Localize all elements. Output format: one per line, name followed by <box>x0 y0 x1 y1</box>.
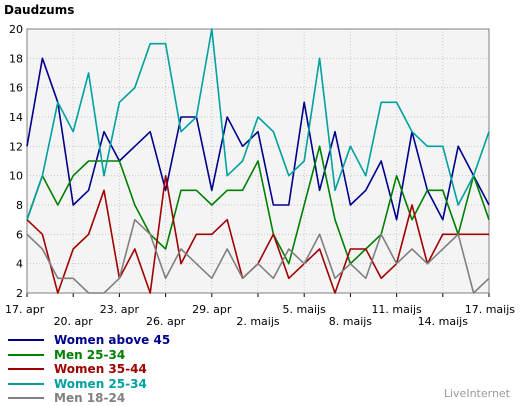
y-tick-label: 8 <box>16 199 23 212</box>
legend-swatch <box>8 368 44 371</box>
legend-swatch <box>8 397 44 400</box>
series-line-1 <box>26 145 490 265</box>
series-line-4 <box>26 218 490 294</box>
x-tick-label: 23. apr <box>100 303 140 316</box>
y-tick-label: 16 <box>9 82 23 95</box>
x-tick-label: 5. maijs <box>283 303 327 316</box>
legend-item: Men 25-34 <box>8 348 170 363</box>
legend: Women above 45 Men 25-34 Women 35-44 Wom… <box>8 333 170 406</box>
y-tick-label: 10 <box>9 170 23 183</box>
legend-label: Men 18-24 <box>54 391 126 406</box>
axes: 2 4 6 8 10 12 14 16 18 20 17. apr 20. apr 23. apr 26.… <box>5 23 515 328</box>
y-tick-label: 14 <box>9 111 23 124</box>
y-tick-label: 18 <box>9 52 23 65</box>
x-tick-label: 26. apr <box>146 315 186 328</box>
x-tick-label: 11. maijs <box>371 303 422 316</box>
chart-title: Daudzums <box>4 3 74 17</box>
plot-border <box>26 28 490 294</box>
legend-item: Women above 45 <box>8 333 170 348</box>
x-tick-label: 29. apr <box>192 303 232 316</box>
series-line-3 <box>26 28 490 220</box>
legend-item: Women 25-34 <box>8 377 170 392</box>
legend-item: Men 18-24 <box>8 391 170 406</box>
x-tick-label: 17. maijs <box>465 303 516 316</box>
legend-label: Women above 45 <box>54 333 171 348</box>
legend-item: Women 35-44 <box>8 362 170 377</box>
legend-label: Women 25-34 <box>54 376 147 391</box>
legend-swatch <box>8 339 44 342</box>
legend-label: Men 25-34 <box>54 347 126 362</box>
y-tick-label: 6 <box>16 228 23 241</box>
y-tick-label: 2 <box>16 287 23 300</box>
y-tick-label: 20 <box>9 23 23 36</box>
series-lines <box>26 28 490 294</box>
x-tick-label: 2. maijs <box>236 315 280 328</box>
legend-swatch <box>8 353 44 356</box>
legend-label: Women 35-44 <box>54 362 147 377</box>
x-tick-label: 17. apr <box>5 303 45 316</box>
x-tick-label: 20. apr <box>54 315 94 328</box>
legend-swatch <box>8 382 44 385</box>
x-tick-label: 8. maijs <box>329 315 373 328</box>
y-tick-label: 12 <box>9 140 23 153</box>
x-tick-label: 14. maijs <box>418 315 469 328</box>
watermark: LiveInternet <box>443 387 510 400</box>
y-tick-label: 4 <box>16 258 23 271</box>
